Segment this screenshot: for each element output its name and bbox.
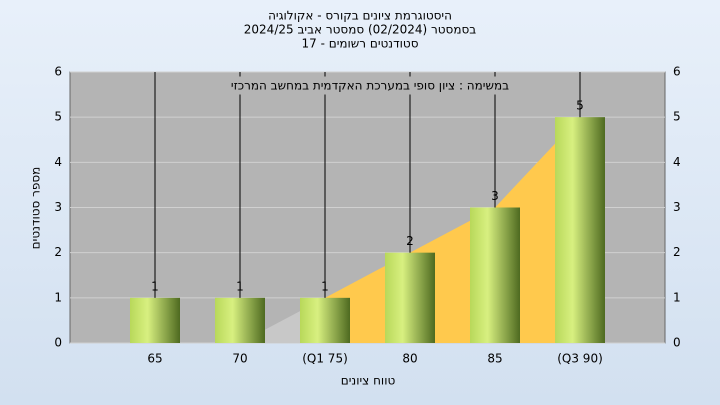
x-tick-label: 65 — [147, 352, 162, 366]
y-tick-label: 0 — [54, 336, 62, 350]
value-label: 1 — [151, 279, 159, 293]
y-tick-label: 1 — [54, 290, 62, 304]
value-label: 3 — [491, 189, 499, 203]
chart-subtitle: בסמסטר (02/2024) סמסטר אביב 2024/25 — [244, 23, 476, 37]
y2-tick-label: 6 — [673, 65, 681, 79]
y2-tick-label: 5 — [673, 110, 681, 124]
y2-tick-label: 2 — [673, 245, 681, 259]
x-tick-label: 85 — [487, 352, 502, 366]
bar — [130, 297, 180, 343]
bar — [470, 207, 520, 343]
annotation: במשימה : ציון סופי במערכת האקדמית במחשב … — [231, 79, 509, 93]
bar — [215, 297, 265, 343]
x-tick-label: (Q1 75) — [302, 352, 348, 366]
value-label: 5 — [576, 99, 584, 113]
x-tick-label: (Q3 90) — [557, 352, 603, 366]
y2-tick-label: 4 — [673, 155, 681, 169]
y-tick-label: 4 — [54, 155, 62, 169]
y2-tick-label: 0 — [673, 336, 681, 350]
x-tick-label: 70 — [232, 352, 247, 366]
value-label: 1 — [321, 279, 329, 293]
value-label: 1 — [236, 279, 244, 293]
chart-title: היסטוגרמת ציונים בקורס - אקולוגיה — [268, 9, 452, 23]
y-tick-label: 6 — [54, 65, 62, 79]
y-axis-label: מספר סטודנטים — [29, 167, 43, 250]
bar — [385, 252, 435, 343]
y2-tick-label: 3 — [673, 200, 681, 214]
x-axis-label: טווח ציונים — [341, 374, 396, 388]
chart-subtitle: סטודנטים רשומים - 17 — [301, 37, 418, 51]
bar — [555, 117, 605, 344]
x-tick-label: 80 — [402, 352, 417, 366]
y-tick-label: 3 — [54, 200, 62, 214]
y2-tick-label: 1 — [673, 290, 681, 304]
y-tick-label: 2 — [54, 245, 62, 259]
annotation-box — [226, 76, 514, 95]
value-label: 2 — [406, 234, 414, 248]
bar — [300, 297, 350, 343]
y-tick-label: 5 — [54, 110, 62, 124]
